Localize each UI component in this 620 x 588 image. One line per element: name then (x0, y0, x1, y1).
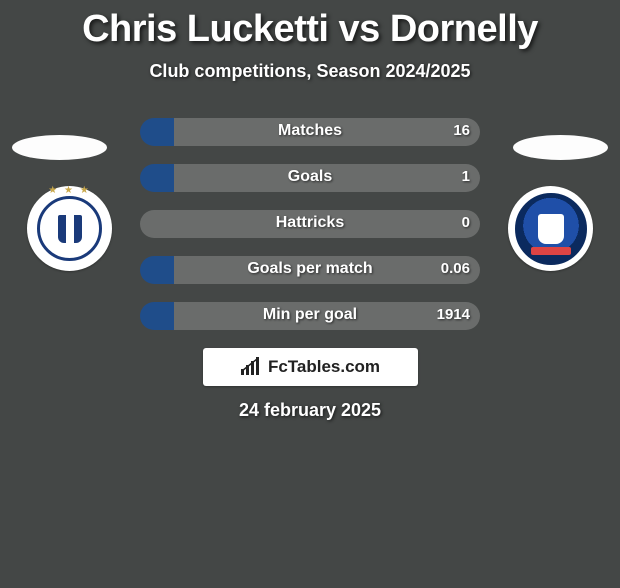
generated-date: 24 february 2025 (0, 400, 620, 421)
stat-label: Hattricks (140, 214, 480, 232)
subtitle: Club competitions, Season 2024/2025 (0, 61, 620, 82)
stats-list: Matches16 Goals1 Hattricks0 Goals per match… (140, 118, 480, 330)
stat-label: Matches (140, 122, 480, 140)
page-title: Chris Lucketti vs Dornelly (0, 8, 620, 51)
stat-row: Hattricks0 (140, 210, 480, 238)
stat-value-right: 1914 (437, 306, 470, 323)
stat-row: Matches16 (140, 118, 480, 146)
team-crest-left: ★ ★ ★ (27, 186, 112, 271)
stat-label: Goals per match (140, 260, 480, 278)
player-right-placeholder (513, 135, 608, 160)
peterborough-badge-icon (515, 193, 587, 265)
source-logo: FcTables.com (203, 348, 418, 386)
stat-row: Goals1 (140, 164, 480, 192)
stat-row: Goals per match0.06 (140, 256, 480, 284)
stat-row: Min per goal1914 (140, 302, 480, 330)
stat-value-right: 0 (462, 214, 470, 231)
source-logo-text: FcTables.com (268, 357, 380, 377)
player-left-placeholder (12, 135, 107, 160)
stat-value-right: 16 (453, 122, 470, 139)
stat-value-right: 0.06 (441, 260, 470, 277)
team-crest-right (508, 186, 593, 271)
huddersfield-badge-icon: ★ ★ ★ (37, 196, 102, 261)
stat-label: Goals (140, 168, 480, 186)
stat-label: Min per goal (140, 306, 480, 324)
chart-icon (240, 357, 262, 377)
stat-value-right: 1 (462, 168, 470, 185)
